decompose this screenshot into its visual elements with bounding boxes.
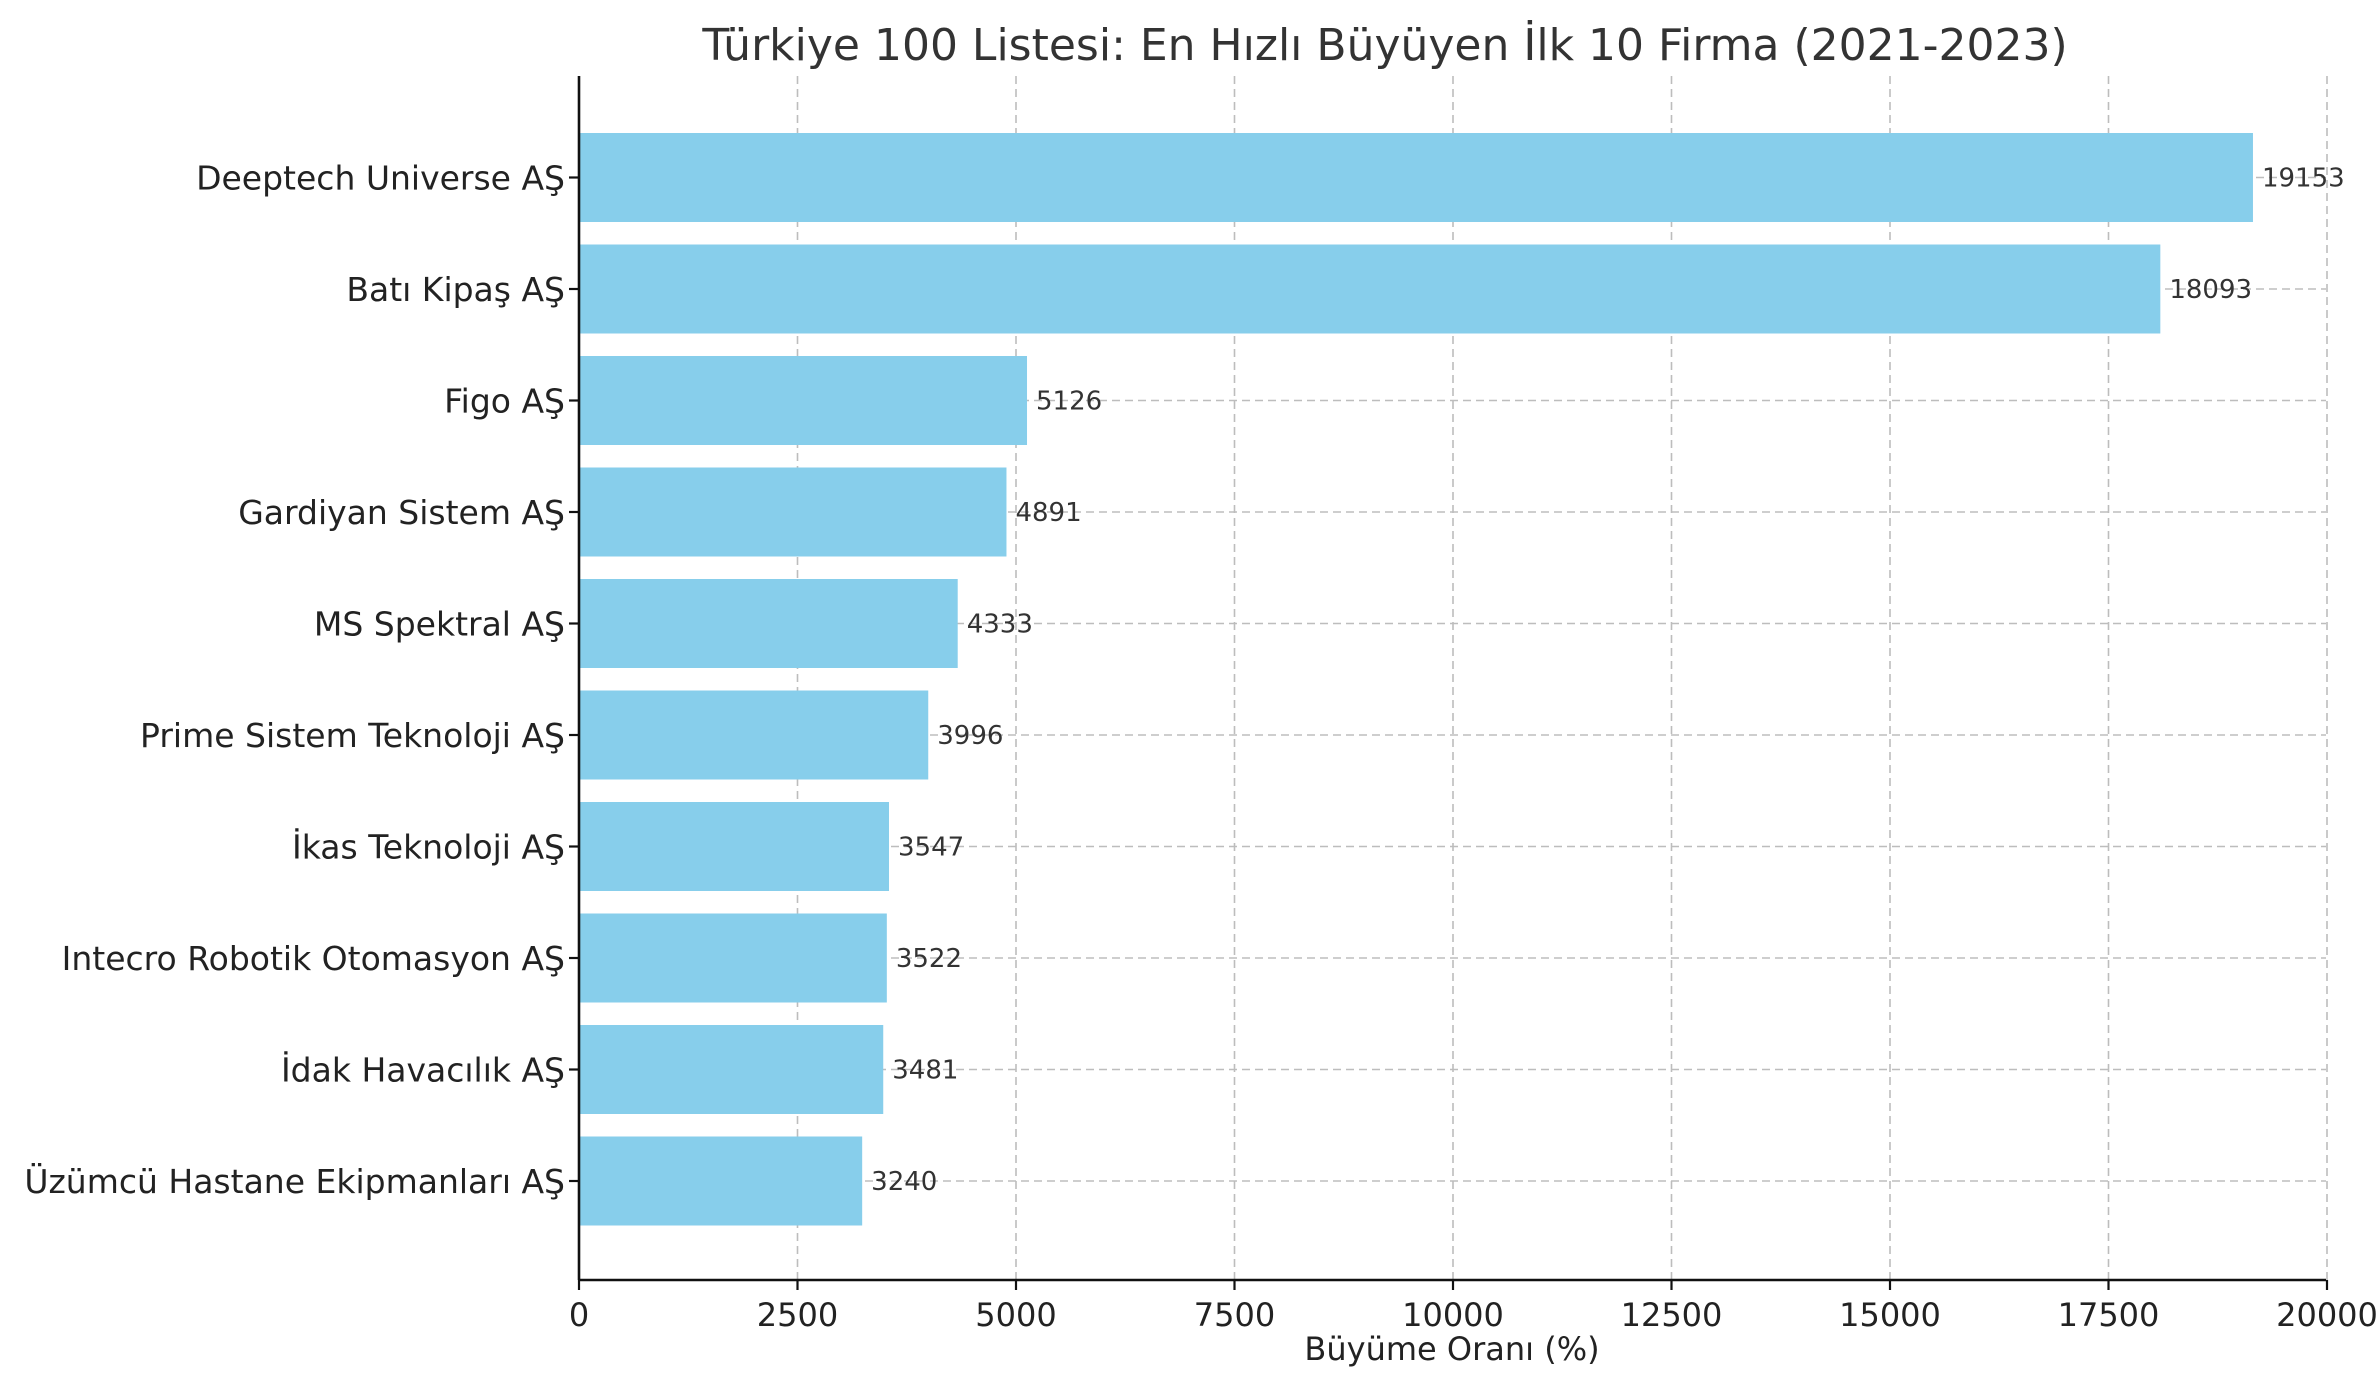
x-tick-label: 20000 xyxy=(2276,1296,2378,1334)
category-label: Prime Sistem Teknoloji AŞ xyxy=(140,716,565,755)
bar-value-label: 3522 xyxy=(896,944,962,974)
bar xyxy=(579,467,1007,557)
bar xyxy=(579,1025,884,1114)
x-tick-label: 17500 xyxy=(2058,1296,2160,1334)
bar-value-label: 18093 xyxy=(2169,275,2252,305)
bar-value-label: 19153 xyxy=(2262,164,2345,194)
x-tick-label: 10000 xyxy=(1402,1296,1504,1334)
bar-value-label: 5126 xyxy=(1036,387,1102,417)
chart-title: Türkiye 100 Listesi: En Hızlı Büyüyen İl… xyxy=(701,19,2067,71)
bar xyxy=(579,356,1028,445)
bar xyxy=(579,244,2161,334)
bar-value-label: 3996 xyxy=(937,721,1003,751)
bars xyxy=(579,133,2253,1226)
bar-value-label: 3547 xyxy=(898,833,964,863)
x-tick-label: 5000 xyxy=(975,1296,1056,1334)
bar-value-label: 4891 xyxy=(1015,498,1081,528)
x-tick-label: 7500 xyxy=(1194,1296,1275,1334)
x-tick-label: 15000 xyxy=(1839,1296,1941,1334)
bar xyxy=(579,802,890,891)
x-tick-label: 0 xyxy=(569,1296,589,1334)
x-axis-ticks: 0 2500 5000 7500 10000 12500 15000 17500 20000 xyxy=(569,1280,2378,1334)
category-label: Deeptech Universe AŞ xyxy=(196,159,565,198)
category-label: Intecro Robotik Otomasyon AŞ xyxy=(62,939,565,978)
category-label: İkas Teknoloji AŞ xyxy=(292,828,565,867)
bar xyxy=(579,913,887,1003)
y-axis-categories: Deeptech Universe AŞ Batı Kipaş AŞ Figo AŞ… xyxy=(24,159,579,1201)
x-axis-title: Büyüme Oranı (%) xyxy=(1304,1330,1599,1368)
x-tick-label: 2500 xyxy=(757,1296,838,1334)
category-label: İdak Havacılık AŞ xyxy=(281,1051,565,1090)
bar-value-label: 4333 xyxy=(967,610,1033,640)
x-tick-label: 12500 xyxy=(1621,1296,1723,1334)
category-label: Batı Kipaş AŞ xyxy=(346,270,565,309)
bar xyxy=(579,579,958,668)
category-label: Gardiyan Sistem AŞ xyxy=(238,493,565,532)
category-label: Üzümcü Hastane Ekipmanları AŞ xyxy=(24,1161,565,1201)
bar-value-label: 3240 xyxy=(871,1167,937,1197)
bar xyxy=(579,1136,863,1226)
bar xyxy=(579,690,929,780)
value-labels: 19153 18093 5126 4891 4333 3996 3547 3522 3481 32… xyxy=(871,164,2345,1198)
category-label: MS Spektral AŞ xyxy=(314,605,565,644)
category-label: Figo AŞ xyxy=(444,382,565,421)
bar xyxy=(579,133,2253,222)
bar-value-label: 3481 xyxy=(892,1056,958,1086)
